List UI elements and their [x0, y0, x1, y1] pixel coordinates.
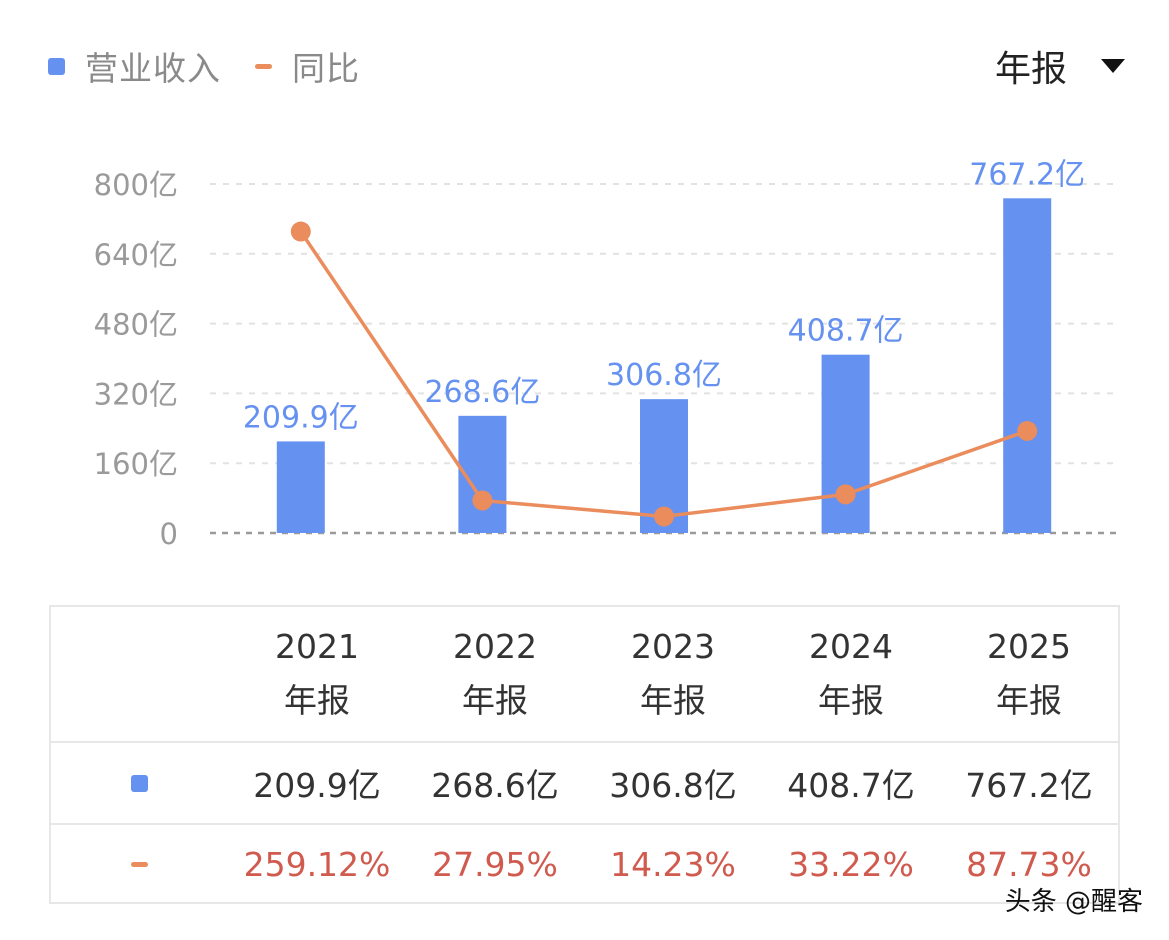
table-corner: [51, 607, 228, 741]
revenue-chart: 0 160亿 320亿 480亿 640亿 800亿 209.9亿 268.6亿 306.8亿…: [94, 157, 1118, 551]
legend-swatch-yoy: [255, 63, 272, 69]
yoy-point[interactable]: [290, 221, 311, 242]
revenue-bar[interactable]: [276, 441, 325, 533]
legend-swatch-revenue: [48, 57, 65, 75]
table-header-2021: 2021 年报: [228, 607, 406, 741]
table-row-revenue: 209.9亿 268.6亿 306.8亿 408.7亿 767.2亿: [51, 743, 1118, 825]
table-header-2022: 2022 年报: [406, 607, 584, 741]
header-period-type: 年报: [996, 681, 1062, 720]
bar-data-label: 306.8亿: [606, 358, 722, 393]
revenue-value: 767.2亿: [965, 766, 1093, 805]
header-period-type: 年报: [640, 681, 706, 720]
yoy-point[interactable]: [654, 506, 674, 527]
header-period-type: 年报: [818, 681, 884, 720]
chevron-down-icon: [1101, 59, 1125, 73]
row-marker-yoy: [51, 825, 228, 904]
y-tick-label: 320亿: [94, 377, 178, 411]
y-tick-label: 480亿: [94, 308, 178, 342]
table-cell: 27.95%: [406, 825, 584, 904]
yoy-swatch-icon: [131, 862, 148, 867]
y-tick-label: 800亿: [94, 168, 178, 202]
revenue-bar[interactable]: [821, 354, 870, 533]
table-cell: 259.12%: [228, 825, 406, 904]
table-cell: 14.23%: [584, 825, 762, 904]
revenue-bar[interactable]: [1003, 198, 1052, 533]
header-period-type: 年报: [284, 681, 350, 720]
data-table: 2021 年报 2022 年报 2023 年报 2024 年报 2025 年报 …: [49, 605, 1120, 904]
yoy-point[interactable]: [472, 490, 493, 511]
header-year: 2022: [453, 627, 537, 666]
table-cell: 33.22%: [762, 825, 940, 904]
table-cell: 408.7亿: [762, 743, 940, 823]
yoy-value: 87.73%: [966, 845, 1092, 884]
yoy-value: 259.12%: [243, 845, 391, 884]
header-year: 2024: [809, 627, 893, 666]
legend-label-revenue: 营业收入: [85, 49, 221, 88]
header-year: 2021: [275, 627, 359, 666]
header-year: 2023: [631, 627, 715, 666]
header-year: 2025: [987, 627, 1071, 666]
table-cell: 306.8亿: [584, 743, 762, 823]
watermark: 头条 @醒客: [1004, 887, 1143, 917]
legend-label-yoy: 同比: [292, 49, 360, 88]
y-tick-label: 640亿: [94, 238, 178, 272]
row-marker-revenue: [51, 743, 228, 823]
table-row-yoy: 259.12% 27.95% 14.23% 33.22% 87.73%: [51, 825, 1118, 904]
legend-item-yoy[interactable]: 同比: [255, 42, 360, 90]
revenue-swatch-icon: [131, 774, 148, 792]
yoy-point[interactable]: [1017, 420, 1038, 441]
yoy-value: 27.95%: [432, 845, 558, 884]
table-cell: 87.73%: [940, 825, 1118, 904]
table-cell: 209.9亿: [228, 743, 406, 823]
chart-legend: 营业收入 同比: [48, 44, 394, 88]
table-cell: 767.2亿: [940, 743, 1118, 823]
period-dropdown-label: 年报: [994, 49, 1067, 90]
yoy-value: 33.22%: [788, 845, 914, 884]
bar-data-label: 268.6亿: [424, 375, 540, 410]
y-tick-label: 0: [160, 517, 178, 551]
table-header-row: 2021 年报 2022 年报 2023 年报 2024 年报 2025 年报: [51, 607, 1118, 743]
table-header-2023: 2023 年报: [584, 607, 762, 741]
bar-data-label: 408.7亿: [788, 314, 904, 349]
yoy-point[interactable]: [835, 484, 856, 505]
period-dropdown[interactable]: 年报: [995, 40, 1125, 92]
table-header-2025: 2025 年报: [940, 607, 1118, 741]
y-tick-label: 160亿: [94, 447, 178, 481]
table-header-2024: 2024 年报: [762, 607, 940, 741]
header-period-type: 年报: [462, 681, 528, 720]
yoy-value: 14.23%: [610, 845, 736, 884]
revenue-value: 306.8亿: [609, 766, 737, 805]
revenue-value: 408.7亿: [787, 766, 915, 805]
bar-data-label: 767.2亿: [969, 157, 1085, 192]
revenue-value: 209.9亿: [253, 766, 381, 805]
table-cell: 268.6亿: [406, 743, 584, 823]
revenue-value: 268.6亿: [431, 766, 559, 805]
legend-item-revenue[interactable]: 营业收入: [48, 42, 221, 90]
bar-data-label: 209.9亿: [243, 400, 359, 435]
